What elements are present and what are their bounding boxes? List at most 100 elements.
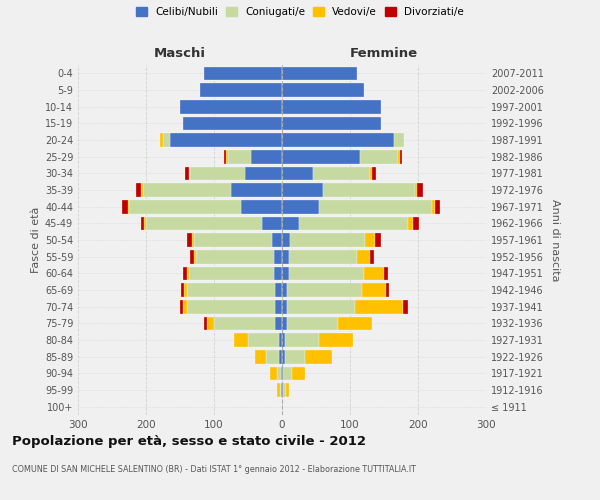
Bar: [122, 200, 128, 213]
Bar: [275, 316, 282, 330]
Bar: [386, 283, 389, 297]
Bar: [184, 116, 282, 130]
Bar: [299, 216, 408, 230]
Bar: [187, 233, 192, 247]
Bar: [282, 66, 357, 80]
Bar: [435, 200, 440, 213]
Text: COMUNE DI SAN MICHELE SALENTINO (BR) - Dati ISTAT 1° gennaio 2012 - Elaborazione: COMUNE DI SAN MICHELE SALENTINO (BR) - D…: [12, 465, 416, 474]
Bar: [194, 250, 196, 264]
Bar: [272, 233, 282, 247]
Bar: [231, 183, 282, 197]
Bar: [384, 266, 388, 280]
Bar: [196, 250, 274, 264]
Bar: [394, 133, 404, 147]
Bar: [280, 383, 281, 397]
Bar: [185, 166, 189, 180]
Bar: [183, 266, 187, 280]
Bar: [364, 266, 384, 280]
Bar: [282, 316, 287, 330]
Bar: [281, 366, 282, 380]
Bar: [136, 183, 141, 197]
Bar: [170, 133, 282, 147]
Bar: [224, 150, 226, 164]
Bar: [282, 150, 360, 164]
Bar: [282, 283, 287, 297]
Bar: [184, 283, 187, 297]
Bar: [287, 283, 362, 297]
Bar: [143, 183, 231, 197]
Bar: [282, 216, 299, 230]
Bar: [146, 216, 262, 230]
Bar: [200, 83, 282, 97]
Bar: [204, 66, 282, 80]
Bar: [227, 150, 251, 164]
Bar: [180, 100, 282, 114]
Y-axis label: Anni di nascita: Anni di nascita: [550, 198, 560, 281]
Bar: [141, 183, 143, 197]
Bar: [192, 233, 194, 247]
Bar: [277, 383, 280, 397]
Bar: [281, 383, 282, 397]
Bar: [189, 266, 274, 280]
Bar: [248, 333, 278, 347]
Bar: [282, 166, 313, 180]
Bar: [207, 316, 214, 330]
Text: Femmine: Femmine: [350, 47, 418, 60]
Bar: [287, 300, 355, 314]
Bar: [160, 133, 163, 147]
Bar: [292, 366, 305, 380]
Bar: [275, 300, 282, 314]
Bar: [289, 250, 357, 264]
Bar: [408, 216, 413, 230]
Bar: [282, 83, 364, 97]
Bar: [278, 333, 282, 347]
Bar: [282, 100, 380, 114]
Bar: [279, 350, 282, 364]
Bar: [282, 233, 290, 247]
Bar: [365, 233, 375, 247]
Bar: [282, 133, 394, 147]
Bar: [370, 166, 373, 180]
Bar: [129, 200, 241, 213]
Bar: [373, 166, 376, 180]
Bar: [194, 233, 272, 247]
Bar: [305, 350, 332, 364]
Bar: [282, 333, 286, 347]
Text: Popolazione per età, sesso e stato civile - 2012: Popolazione per età, sesso e stato civil…: [12, 435, 366, 448]
Bar: [251, 150, 282, 164]
Bar: [282, 183, 323, 197]
Bar: [189, 166, 190, 180]
Bar: [398, 150, 400, 164]
Bar: [319, 200, 431, 213]
Bar: [187, 266, 189, 280]
Bar: [360, 150, 398, 164]
Bar: [355, 300, 403, 314]
Bar: [289, 266, 364, 280]
Bar: [375, 233, 380, 247]
Bar: [140, 216, 144, 230]
Bar: [266, 350, 279, 364]
Bar: [144, 216, 146, 230]
Bar: [418, 183, 423, 197]
Bar: [181, 283, 184, 297]
Bar: [235, 333, 248, 347]
Bar: [313, 166, 370, 180]
Bar: [187, 283, 275, 297]
Bar: [270, 366, 277, 380]
Text: Maschi: Maschi: [154, 47, 206, 60]
Bar: [282, 200, 319, 213]
Bar: [187, 300, 275, 314]
Bar: [282, 116, 380, 130]
Bar: [214, 316, 275, 330]
Bar: [400, 150, 401, 164]
Bar: [319, 333, 353, 347]
Bar: [286, 383, 289, 397]
Bar: [190, 166, 245, 180]
Bar: [357, 250, 370, 264]
Bar: [282, 266, 289, 280]
Y-axis label: Fasce di età: Fasce di età: [31, 207, 41, 273]
Bar: [204, 316, 207, 330]
Bar: [283, 366, 292, 380]
Bar: [190, 250, 194, 264]
Bar: [282, 250, 289, 264]
